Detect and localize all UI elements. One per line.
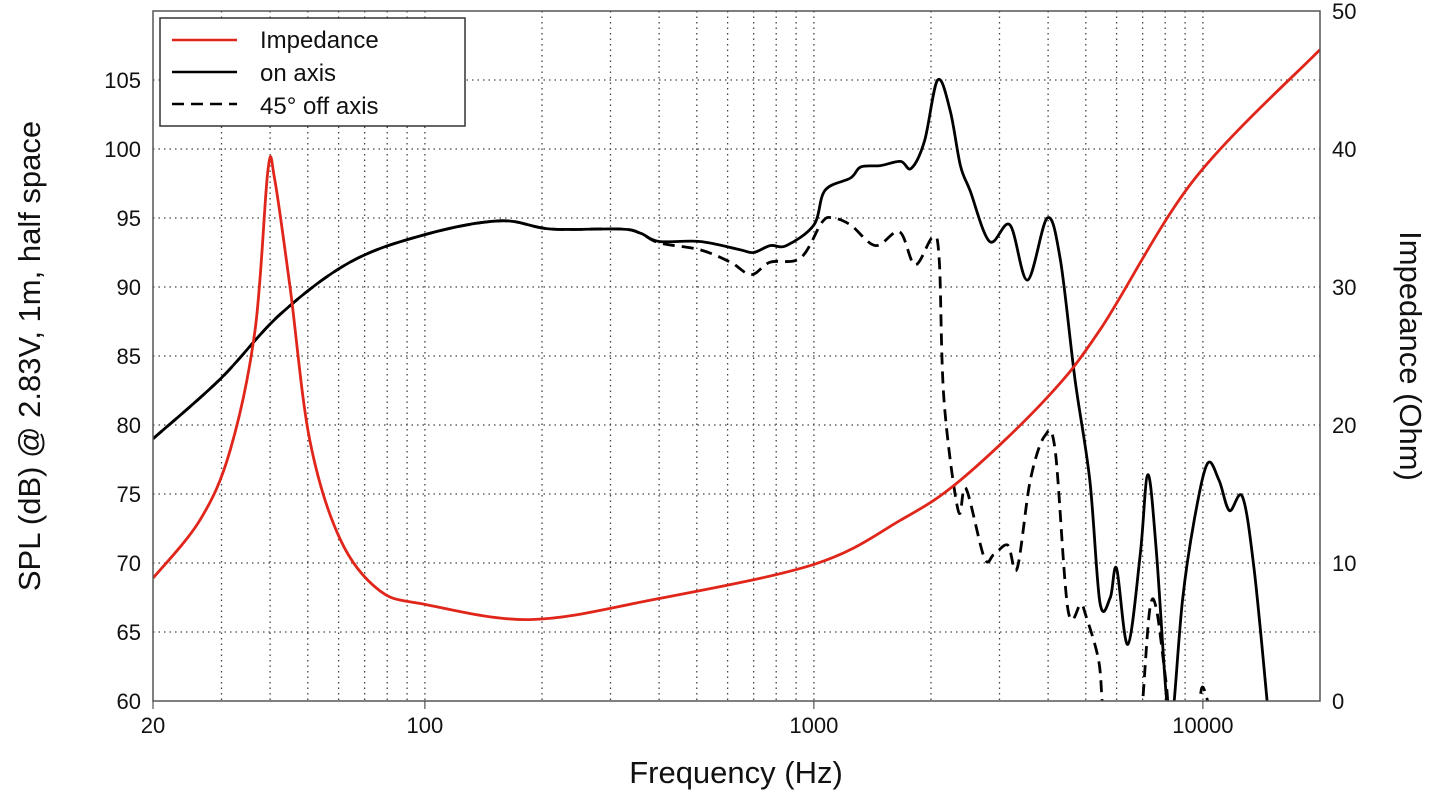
y-tick-label: 85 (117, 344, 141, 369)
legend-label-off-axis: 45° off axis (260, 93, 379, 120)
y-axis-label: SPL (dB) @ 2.83V, 1m, half space (12, 121, 47, 591)
y2-tick-label: 0 (1332, 689, 1344, 714)
y-tick-label: 60 (117, 689, 141, 714)
y-tick-label: 95 (117, 206, 141, 231)
y-tick-label: 90 (117, 275, 141, 300)
y-tick-label: 70 (117, 551, 141, 576)
series-impedance-line (153, 48, 1320, 622)
x-tick-label: 10000 (1172, 713, 1233, 738)
legend-label-impedance: Impedance (260, 27, 379, 54)
series-45-off-axis-line (153, 215, 1210, 701)
ticks: 20 100 1000 10000 60 65 70 75 80 85 90 95 100 105 0 10 2… (104, 0, 1356, 738)
curves (153, 48, 1320, 701)
y2-tick-label: 40 (1332, 137, 1356, 162)
y-tick-label: 80 (117, 413, 141, 438)
x-tick-label: 100 (407, 713, 444, 738)
legend-label-on-axis: on axis (260, 60, 336, 87)
y2-tick-label: 10 (1332, 551, 1356, 576)
y-tick-label: 75 (117, 482, 141, 507)
plot-frame (152, 10, 1321, 702)
x-tick-label: 20 (141, 713, 165, 738)
grid (153, 11, 1320, 701)
y2-axis-label: Impedance (Ohm) (1393, 231, 1428, 481)
y-tick-label: 105 (104, 68, 141, 93)
series-on-axis-line (153, 77, 1269, 701)
y2-tick-label: 30 (1332, 275, 1356, 300)
legend: Impedance on axis 45° off axis (159, 17, 466, 127)
y-tick-label: 65 (117, 620, 141, 645)
x-tick-label: 1000 (789, 713, 838, 738)
y2-tick-label: 50 (1332, 0, 1356, 24)
x-axis-label: Frequency (Hz) (629, 755, 843, 790)
y-tick-label: 100 (104, 137, 141, 162)
y2-tick-label: 20 (1332, 413, 1356, 438)
